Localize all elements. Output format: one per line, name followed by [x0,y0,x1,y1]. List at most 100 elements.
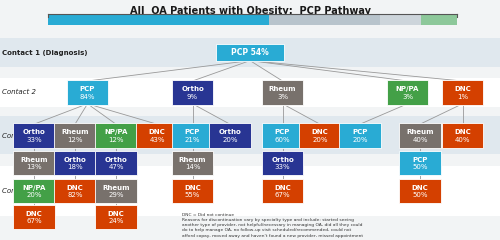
Text: 67%: 67% [26,218,42,224]
FancyBboxPatch shape [54,179,96,203]
FancyBboxPatch shape [95,179,137,203]
Text: 47%: 47% [108,164,124,170]
Text: PCP: PCP [352,129,368,135]
FancyBboxPatch shape [262,151,303,175]
FancyBboxPatch shape [399,123,441,148]
FancyBboxPatch shape [262,179,303,203]
Text: NP/PA: NP/PA [104,129,128,135]
Text: 33%: 33% [26,137,42,143]
Text: 21%: 21% [185,137,200,143]
Text: 29%: 29% [108,192,124,198]
Text: PCP 54%: PCP 54% [231,48,269,57]
Text: PCP: PCP [275,129,290,135]
FancyBboxPatch shape [380,15,420,25]
Text: 18%: 18% [67,164,83,170]
Text: DNC = Did not continue
Reasons for discontinuation vary by specialty type and in: DNC = Did not continue Reasons for disco… [182,213,364,238]
Text: Ortho: Ortho [64,157,86,163]
FancyBboxPatch shape [0,116,500,154]
FancyBboxPatch shape [387,80,428,105]
Text: 9%: 9% [187,94,198,100]
Text: Rheum: Rheum [179,157,206,163]
Text: Rheum: Rheum [406,129,434,135]
Text: 3%: 3% [402,94,413,100]
FancyBboxPatch shape [172,123,214,148]
FancyBboxPatch shape [0,38,500,67]
Text: 40%: 40% [412,137,428,143]
FancyBboxPatch shape [399,151,441,175]
FancyBboxPatch shape [95,151,137,175]
Text: 43%: 43% [149,137,165,143]
FancyBboxPatch shape [339,123,381,148]
Text: 50%: 50% [412,192,428,198]
Text: 67%: 67% [274,192,290,198]
FancyBboxPatch shape [136,123,178,148]
Text: Contact 1 (Diagnosis): Contact 1 (Diagnosis) [2,50,88,56]
Text: DNC: DNC [108,211,124,217]
Text: Rheum: Rheum [269,86,296,92]
FancyBboxPatch shape [420,15,458,25]
Text: 24%: 24% [108,218,124,224]
Text: Ortho: Ortho [181,86,204,92]
Text: Rheum: Rheum [61,129,89,135]
Text: 12%: 12% [108,137,124,143]
FancyBboxPatch shape [299,123,341,148]
Text: 3%: 3% [277,94,288,100]
Text: PCP: PCP [412,157,428,163]
FancyBboxPatch shape [14,179,55,203]
Text: All  OA Patients with Obesity:  PCP Pathway: All OA Patients with Obesity: PCP Pathwa… [130,6,370,16]
Text: DNC: DNC [184,185,201,191]
Text: DNC: DNC [454,86,471,92]
Text: 20%: 20% [312,137,328,143]
Text: DNC: DNC [26,211,42,217]
FancyBboxPatch shape [442,123,483,148]
FancyBboxPatch shape [172,80,214,105]
Text: DNC: DNC [312,129,328,135]
FancyBboxPatch shape [262,123,303,148]
Text: Contact 4: Contact 4 [2,188,36,194]
FancyBboxPatch shape [0,78,500,107]
Text: Ortho: Ortho [22,129,46,135]
FancyBboxPatch shape [66,80,108,105]
FancyBboxPatch shape [269,15,380,25]
FancyBboxPatch shape [172,151,214,175]
FancyBboxPatch shape [14,205,55,229]
Text: DNC: DNC [454,129,471,135]
FancyBboxPatch shape [54,151,96,175]
Text: Ortho: Ortho [271,157,294,163]
FancyBboxPatch shape [172,179,214,203]
Text: 84%: 84% [80,94,95,100]
Text: 82%: 82% [67,192,83,198]
Text: 12%: 12% [67,137,83,143]
Text: PCP: PCP [80,86,95,92]
Text: NP/PA: NP/PA [396,86,419,92]
Text: 1%: 1% [457,94,468,100]
Text: 13%: 13% [26,164,42,170]
Text: 20%: 20% [222,137,238,143]
FancyBboxPatch shape [14,151,55,175]
Text: 14%: 14% [185,164,200,170]
FancyBboxPatch shape [14,123,55,148]
Text: NP/PA: NP/PA [22,185,46,191]
Text: PCP: PCP [185,129,200,135]
Text: Rheum: Rheum [20,157,48,163]
FancyBboxPatch shape [0,166,500,216]
Text: DNC: DNC [412,185,428,191]
FancyBboxPatch shape [95,205,137,229]
Text: 20%: 20% [26,192,42,198]
FancyBboxPatch shape [262,80,303,105]
FancyBboxPatch shape [95,123,137,148]
FancyBboxPatch shape [54,123,96,148]
Text: DNC: DNC [274,185,291,191]
Text: 40%: 40% [455,137,470,143]
FancyBboxPatch shape [442,80,483,105]
Text: 50%: 50% [412,164,428,170]
Text: DNC: DNC [66,185,84,191]
Text: 55%: 55% [185,192,200,198]
Text: DNC: DNC [148,129,166,135]
Text: Contact 3: Contact 3 [2,132,36,138]
Text: Rheum: Rheum [102,185,130,191]
Text: Contact 2: Contact 2 [2,90,36,96]
Text: 33%: 33% [274,164,290,170]
FancyBboxPatch shape [210,123,251,148]
Text: Ortho: Ortho [104,157,128,163]
